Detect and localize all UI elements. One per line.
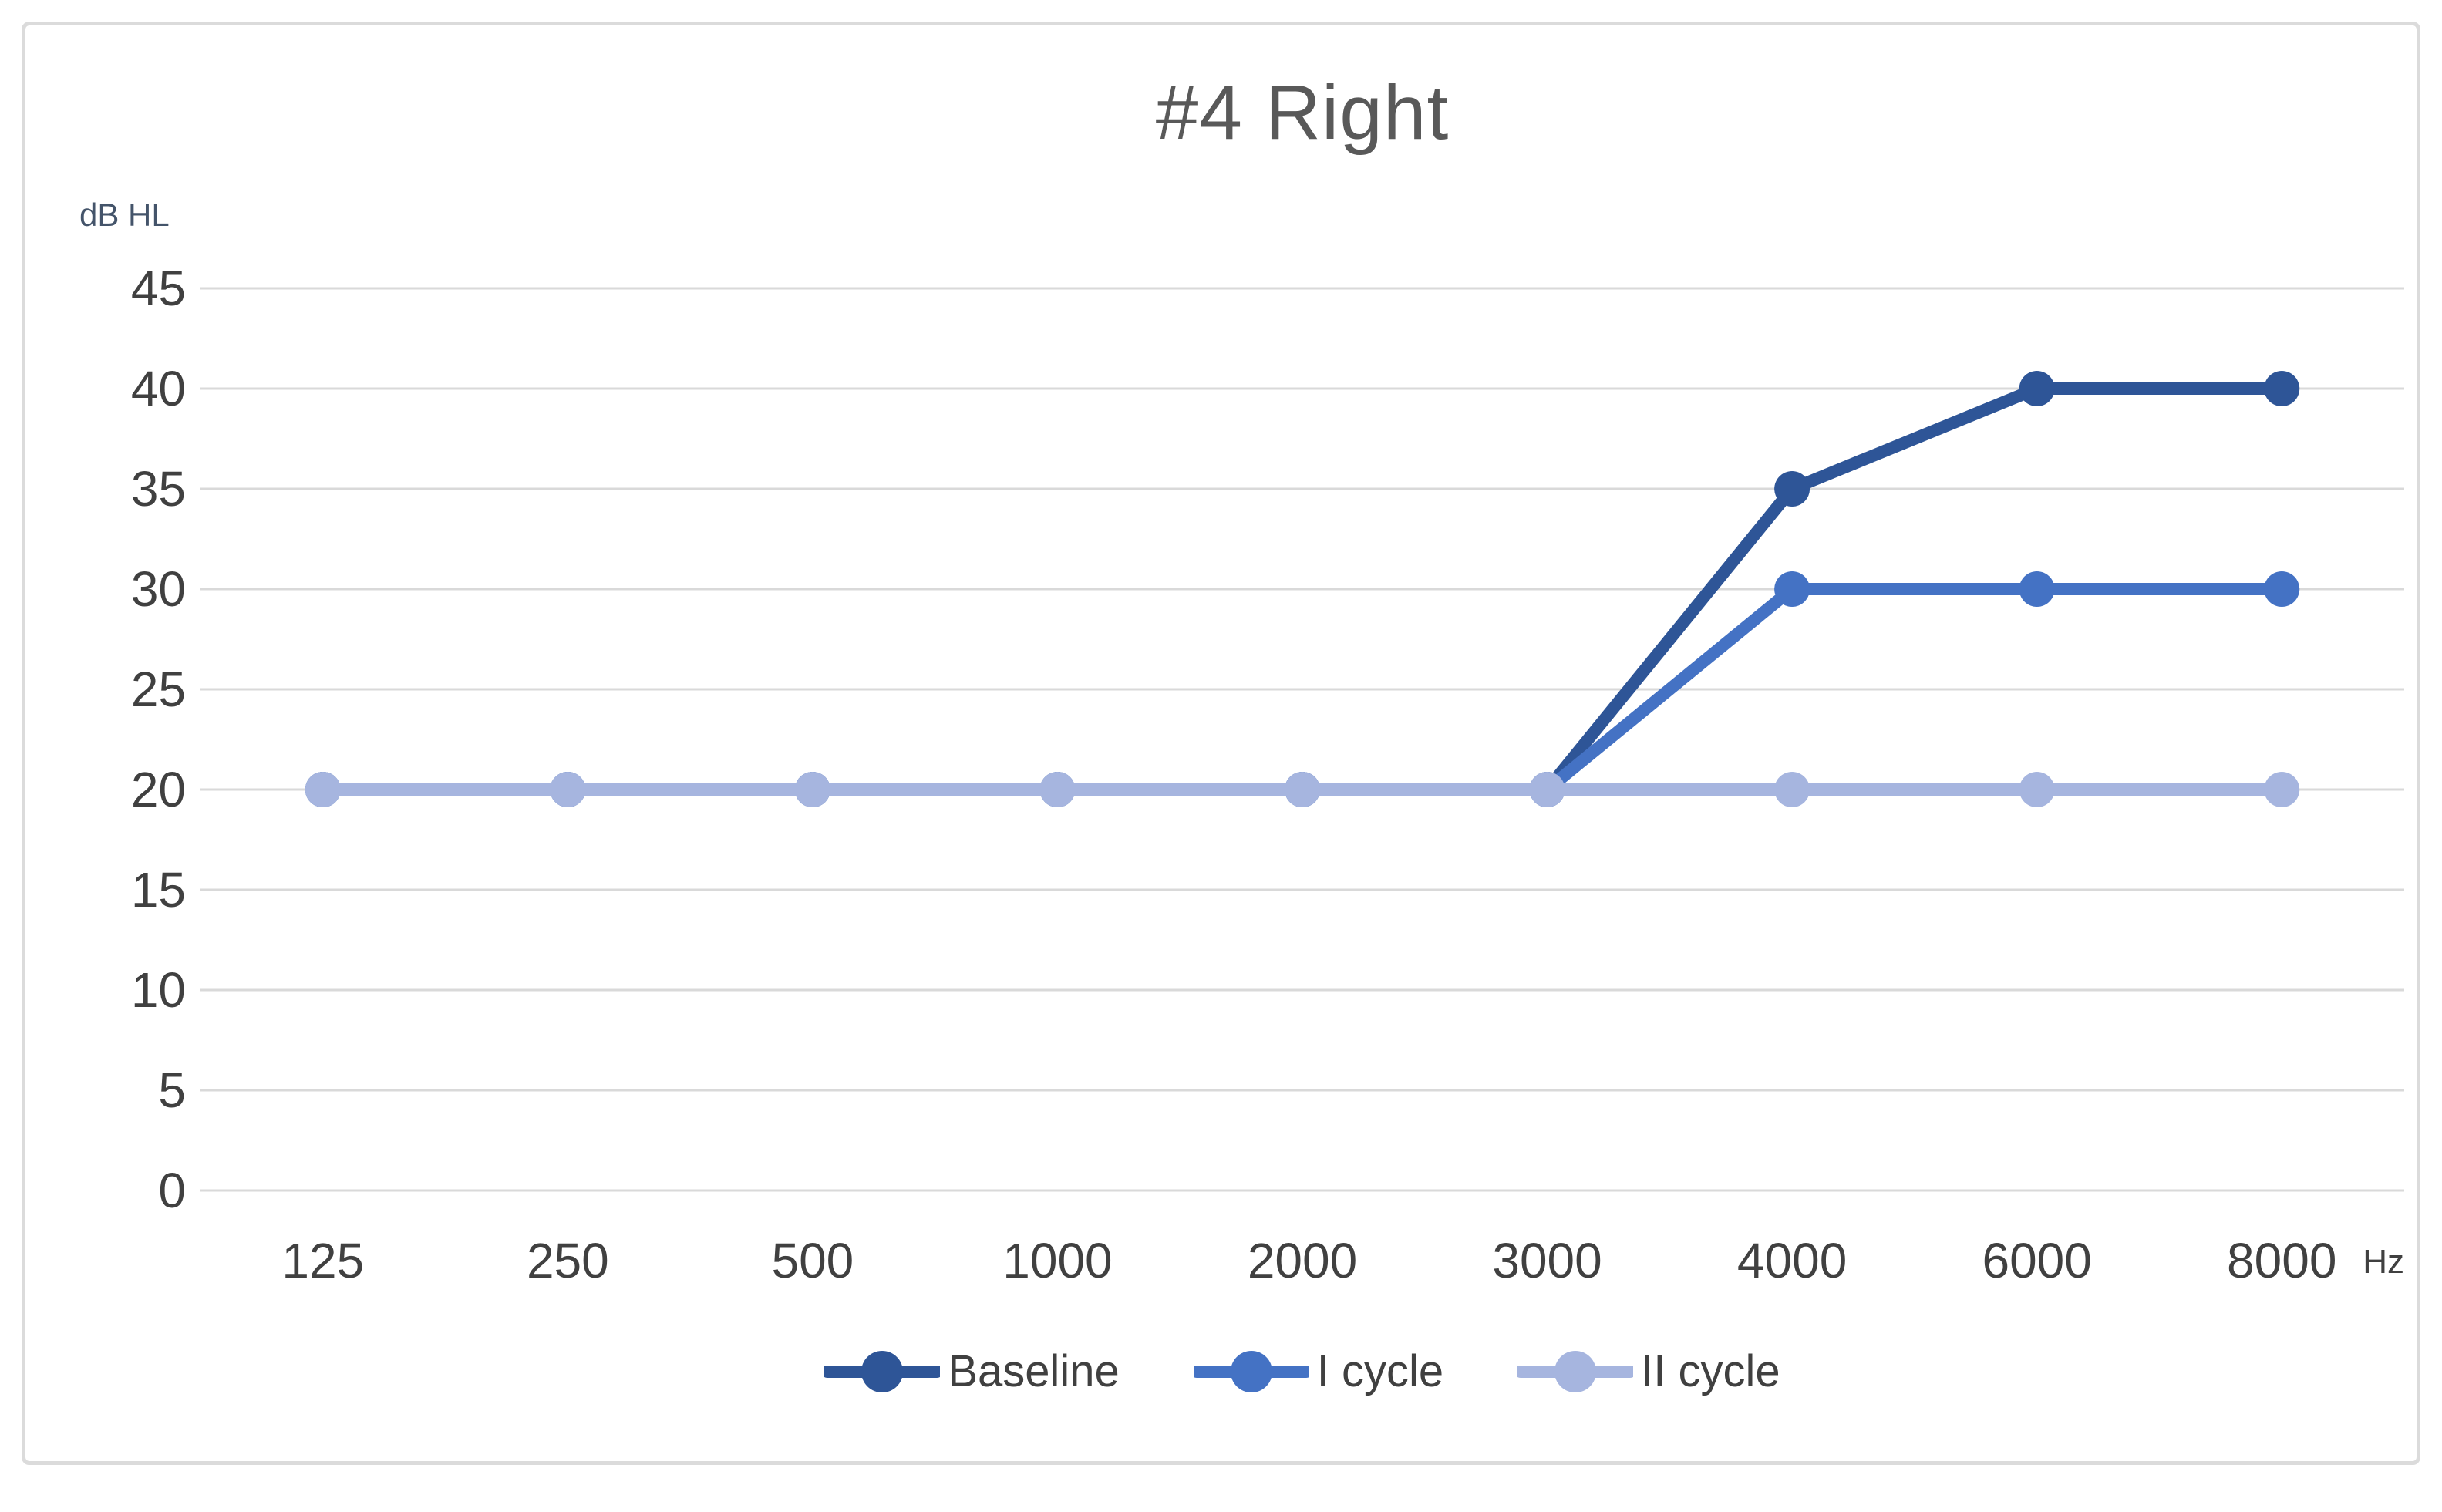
plot-area: 45 40 35 30 25 20 15 10 5 0 125 250 500 1000 2000 3000 4…: [131, 261, 2404, 1288]
x-tick-label-8000: 8000: [2227, 1233, 2336, 1288]
y-tick-label-10: 10: [131, 962, 186, 1018]
x-tick-label-500: 500: [771, 1233, 854, 1288]
chart-title: #4 Right: [1155, 69, 1450, 156]
x-tick-label-4000: 4000: [1737, 1233, 1847, 1288]
legend-label-ii-cycle: II cycle: [1641, 1346, 1780, 1396]
y-tick-label-15: 15: [131, 862, 186, 918]
series-baseline-point-4000: [1774, 471, 1810, 507]
series-ii-cycle-point-6000: [2019, 772, 2055, 807]
legend: Baseline I cycle II cycle: [200, 1345, 2404, 1397]
y-tick-label-30: 30: [131, 561, 186, 617]
legend-marker-baseline: [824, 1350, 941, 1392]
series-ii-cycle-point-8000: [2264, 772, 2300, 807]
legend-item-ii-cycle: II cycle: [1517, 1345, 1780, 1397]
series-i-cycle-point-8000: [2264, 571, 2300, 607]
legend-label-baseline: Baseline: [948, 1346, 1120, 1396]
series-ii-cycle-point-125: [305, 772, 341, 807]
y-tick-label-40: 40: [131, 361, 186, 416]
series-i-cycle-point-6000: [2019, 571, 2055, 607]
y-tick-label-0: 0: [158, 1163, 186, 1218]
y-tick-label-35: 35: [131, 461, 186, 517]
x-tick-label-3000: 3000: [1492, 1233, 1602, 1288]
series-ii-cycle-point-3000: [1529, 772, 1565, 807]
y-tick-label-5: 5: [158, 1062, 186, 1118]
series-ii-cycle-point-500: [794, 772, 830, 807]
series-ii-cycle-point-2000: [1285, 772, 1320, 807]
series-ii-cycle-point-4000: [1774, 772, 1810, 807]
series-baseline-point-6000: [2019, 371, 2055, 406]
x-axis-unit-label: Hz: [2363, 1243, 2404, 1281]
x-tick-label-6000: 6000: [1982, 1233, 2091, 1288]
legend-marker-ii-cycle: [1517, 1350, 1634, 1392]
y-tick-label-20: 20: [131, 762, 186, 817]
y-axis-unit-label: dB HL: [79, 197, 170, 233]
x-tick-label-2000: 2000: [1248, 1233, 1357, 1288]
series-baseline-point-8000: [2264, 371, 2300, 406]
x-tick-label-1000: 1000: [1002, 1233, 1112, 1288]
series-ii-cycle-point-250: [550, 772, 586, 807]
chart-frame: #4 Right dB HL 45 40 35 30 25 20 15 10 5 0 125 250 5…: [22, 22, 2420, 1465]
legend-item-i-cycle: I cycle: [1193, 1345, 1444, 1397]
y-tick-label-25: 25: [131, 662, 186, 717]
x-tick-label-125: 125: [281, 1233, 364, 1288]
y-tick-label-45: 45: [131, 261, 186, 316]
legend-marker-i-cycle: [1193, 1350, 1309, 1392]
legend-item-baseline: Baseline: [824, 1345, 1120, 1397]
series-i-cycle-point-4000: [1774, 571, 1810, 607]
x-tick-label-250: 250: [527, 1233, 609, 1288]
legend-label-i-cycle: I cycle: [1316, 1346, 1444, 1396]
series-ii-cycle-point-1000: [1039, 772, 1076, 807]
